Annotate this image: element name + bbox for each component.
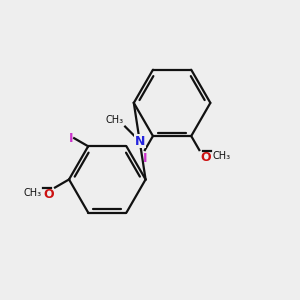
Text: O: O	[200, 151, 211, 164]
Text: I: I	[69, 132, 74, 145]
Text: I: I	[142, 152, 147, 164]
Text: CH₃: CH₃	[106, 115, 124, 125]
Text: CH₃: CH₃	[24, 188, 42, 198]
Text: O: O	[44, 188, 54, 201]
Text: N: N	[134, 135, 145, 148]
Text: CH₃: CH₃	[213, 151, 231, 161]
